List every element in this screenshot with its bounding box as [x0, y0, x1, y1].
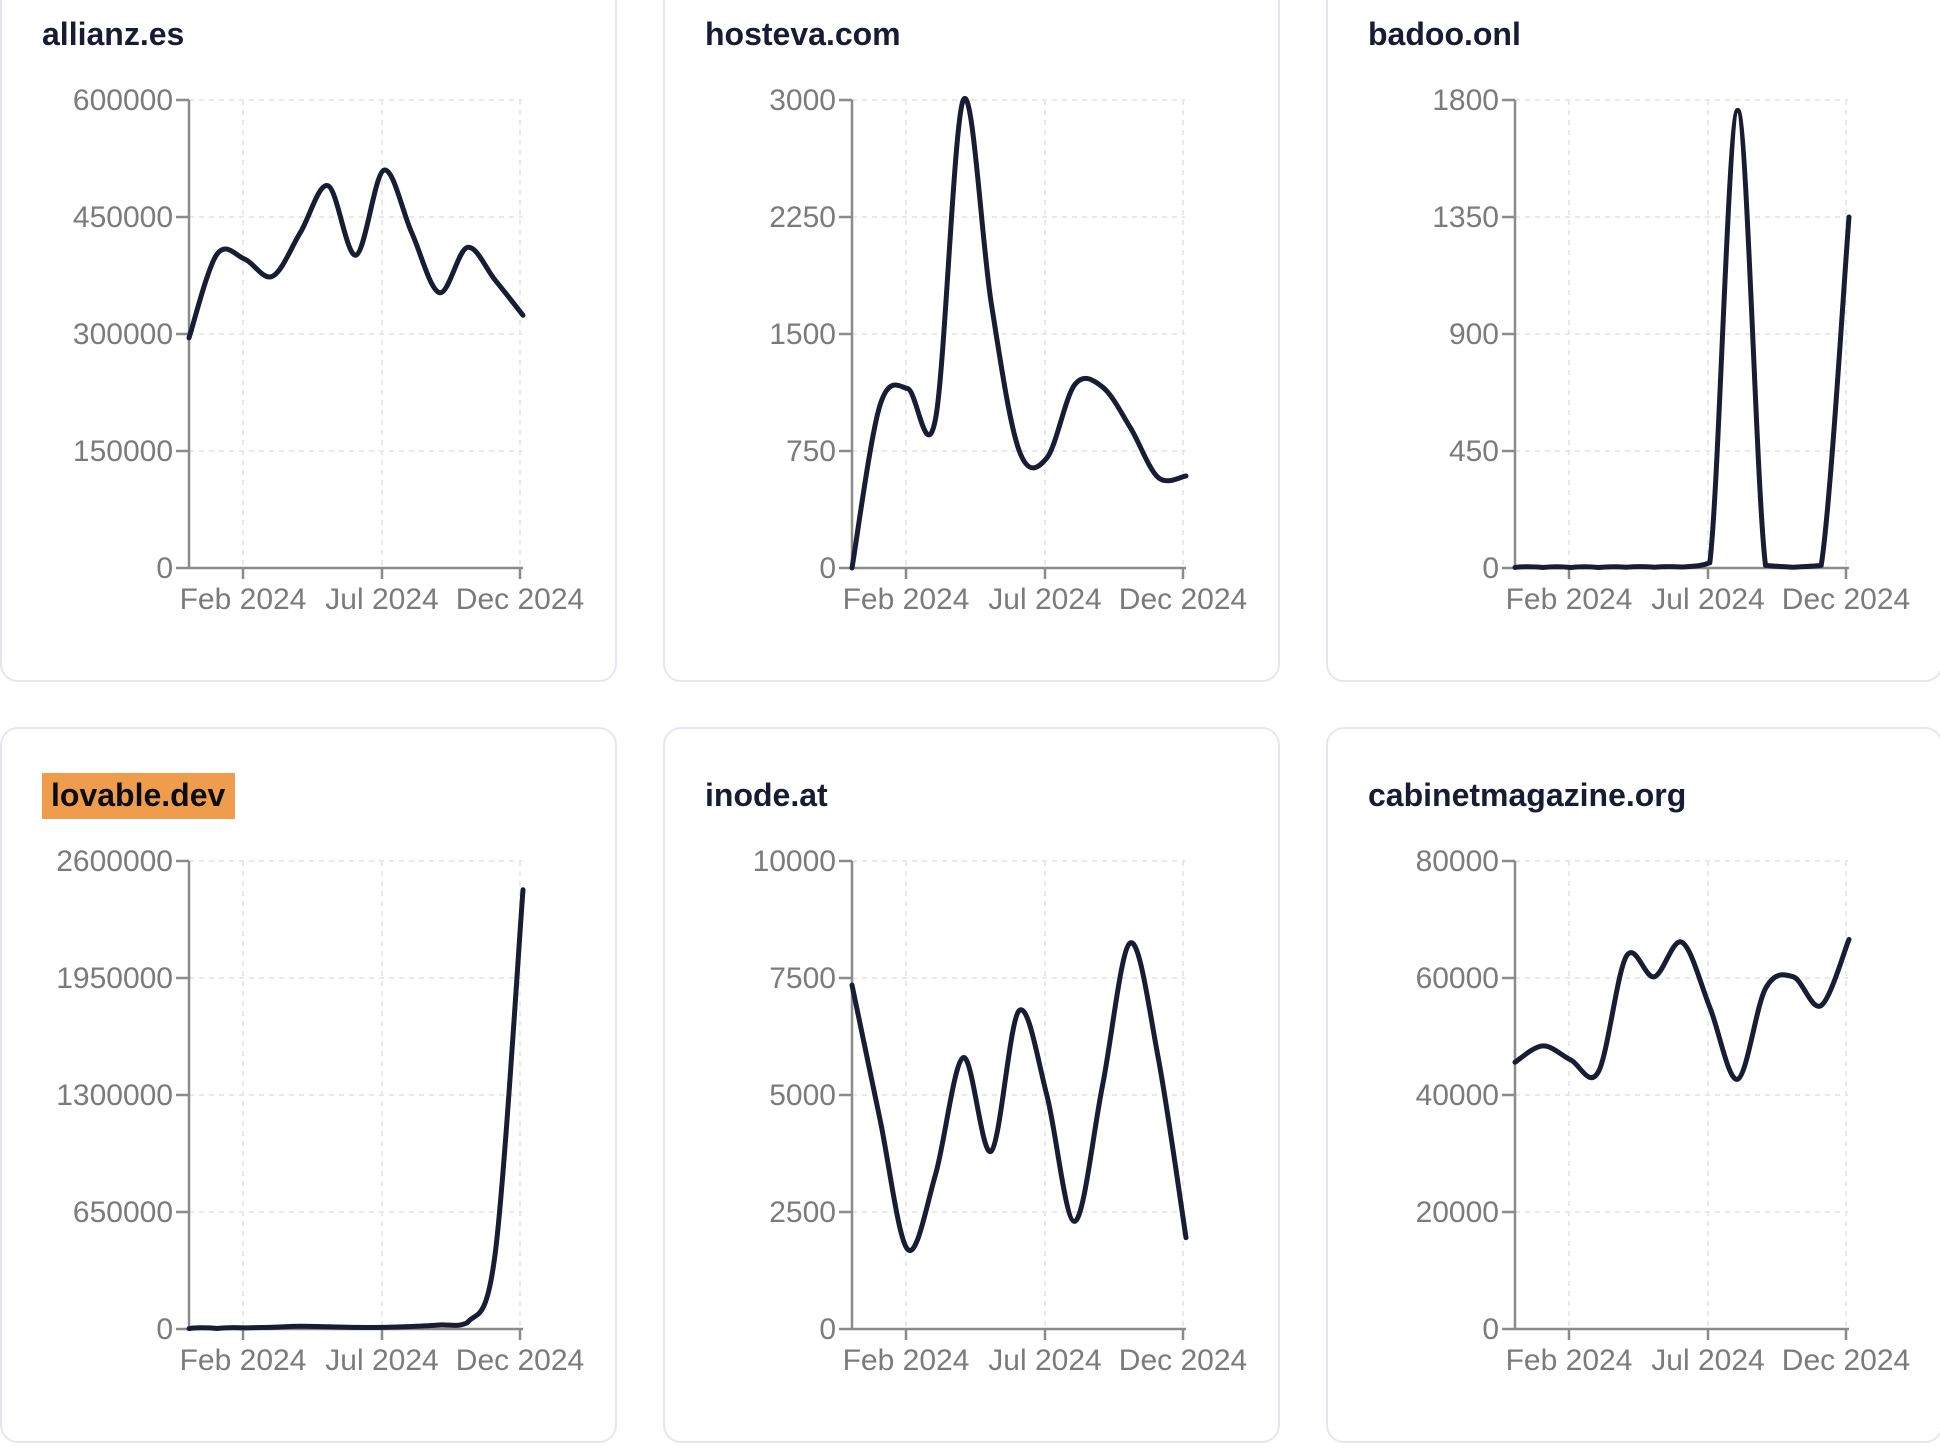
y-tick-label: 60000: [1416, 962, 1499, 995]
y-tick-label: 750: [786, 435, 836, 468]
x-tick-label: Jul 2024: [1651, 583, 1764, 616]
y-tick-label: 1350: [1432, 201, 1499, 234]
y-tick-label: 150000: [73, 435, 173, 468]
chart-card[interactable]: allianz.es 0 150000 300000 450000 600000 Feb …: [0, 0, 617, 682]
y-tick-label: 600000: [73, 84, 173, 117]
series-line: [1512, 107, 1852, 570]
x-tick-label: Dec 2024: [1119, 583, 1247, 616]
y-tick-label: 80000: [1416, 845, 1499, 878]
chart-card[interactable]: lovable.dev 0 650000 1300000 1950000 2600000…: [0, 727, 617, 1443]
chart-title-row: cabinetmagazine.org: [1368, 775, 1686, 822]
y-tick-label: 450000: [73, 201, 173, 234]
y-tick-label: 650000: [73, 1196, 173, 1229]
x-tick-label: Jul 2024: [1651, 1344, 1764, 1377]
series-line: [186, 167, 526, 341]
chart-card[interactable]: inode.at 0 2500 5000 7500 10000 Feb 2024 Jul 2…: [663, 727, 1280, 1443]
y-tick-label: 2500: [769, 1196, 836, 1229]
chart-title: cabinetmagazine.org: [1368, 777, 1687, 813]
y-tick-label: 0: [1482, 1313, 1499, 1346]
y-tick-label: 1500: [769, 318, 836, 351]
chart-title-row: inode.at: [705, 775, 828, 822]
x-tick-label: Jul 2024: [988, 583, 1101, 616]
x-tick-label: Jul 2024: [325, 1344, 438, 1377]
series-line: [1512, 936, 1852, 1082]
chart-title: inode.at: [705, 777, 828, 813]
x-tick-label: Dec 2024: [1119, 1344, 1247, 1377]
chart-canvas: 0 750 1500 2250 3000 Feb 2024 Jul 2024 Dec 2024: [769, 84, 1247, 616]
y-tick-label: 1950000: [56, 962, 173, 995]
chart-title: badoo.onl: [1368, 16, 1521, 52]
x-tick-label: Feb 2024: [1506, 583, 1633, 616]
y-tick-label: 1800: [1432, 84, 1499, 117]
y-tick-label: 2600000: [56, 845, 173, 878]
x-tick-label: Jul 2024: [325, 583, 438, 616]
chart-canvas: 0 150000 300000 450000 600000 Feb 2024 Jul 202…: [73, 84, 584, 616]
chart-canvas: 0 650000 1300000 1950000 2600000 Feb 2024 Jul …: [56, 845, 584, 1377]
y-tick-label: 0: [1482, 552, 1499, 585]
x-tick-label: Dec 2024: [1782, 583, 1910, 616]
x-tick-label: Feb 2024: [180, 583, 307, 616]
chart-canvas: 0 2500 5000 7500 10000 Feb 2024 Jul 2024 Dec 20…: [753, 845, 1248, 1377]
x-tick-label: Feb 2024: [843, 583, 970, 616]
y-tick-label: 900: [1449, 318, 1499, 351]
y-tick-label: 3000: [769, 84, 836, 117]
y-tick-label: 1300000: [56, 1079, 173, 1112]
y-tick-label: 5000: [769, 1079, 836, 1112]
chart-title-row: hosteva.com: [705, 14, 901, 61]
y-tick-label: 10000: [753, 845, 836, 878]
x-tick-label: Jul 2024: [988, 1344, 1101, 1377]
chart-canvas: 0 450 900 1350 1800 Feb 2024 Jul 2024 Dec 2024: [1432, 84, 1910, 616]
x-tick-label: Feb 2024: [180, 1344, 307, 1377]
series-line: [849, 95, 1189, 571]
series-line: [849, 940, 1189, 1253]
y-tick-label: 40000: [1416, 1079, 1499, 1112]
y-tick-label: 20000: [1416, 1196, 1499, 1229]
chart-title-row: allianz.es: [42, 14, 184, 61]
x-tick-label: Dec 2024: [1782, 1344, 1910, 1377]
y-tick-label: 300000: [73, 318, 173, 351]
y-tick-label: 0: [156, 552, 173, 585]
y-tick-label: 2250: [769, 201, 836, 234]
y-tick-label: 7500: [769, 962, 836, 995]
y-tick-label: 450: [1449, 435, 1499, 468]
chart-title-row: lovable.dev: [42, 773, 236, 822]
chart-title-row: badoo.onl: [1368, 14, 1521, 61]
y-tick-label: 0: [819, 1313, 836, 1346]
y-tick-label: 0: [819, 552, 836, 585]
x-tick-label: Feb 2024: [1506, 1344, 1633, 1377]
x-tick-label: Dec 2024: [456, 1344, 584, 1377]
y-tick-label: 0: [156, 1313, 173, 1346]
chart-card[interactable]: hosteva.com 0 750 1500 2250 3000 Feb 2024 Jul …: [663, 0, 1280, 682]
chart-title: allianz.es: [42, 16, 185, 52]
x-tick-label: Dec 2024: [456, 583, 584, 616]
chart-title: hosteva.com: [705, 16, 901, 52]
chart-canvas: 0 20000 40000 60000 80000 Feb 2024 Jul 2024 Dec…: [1416, 845, 1911, 1377]
chart-title: lovable.dev: [42, 773, 236, 819]
series-line: [186, 887, 526, 1332]
chart-card[interactable]: badoo.onl 0 450 900 1350 1800 Feb 2024 Jul 202…: [1326, 0, 1940, 682]
chart-card[interactable]: cabinetmagazine.org 0 20000 40000 60000 8000…: [1326, 727, 1940, 1443]
x-tick-label: Feb 2024: [843, 1344, 970, 1377]
